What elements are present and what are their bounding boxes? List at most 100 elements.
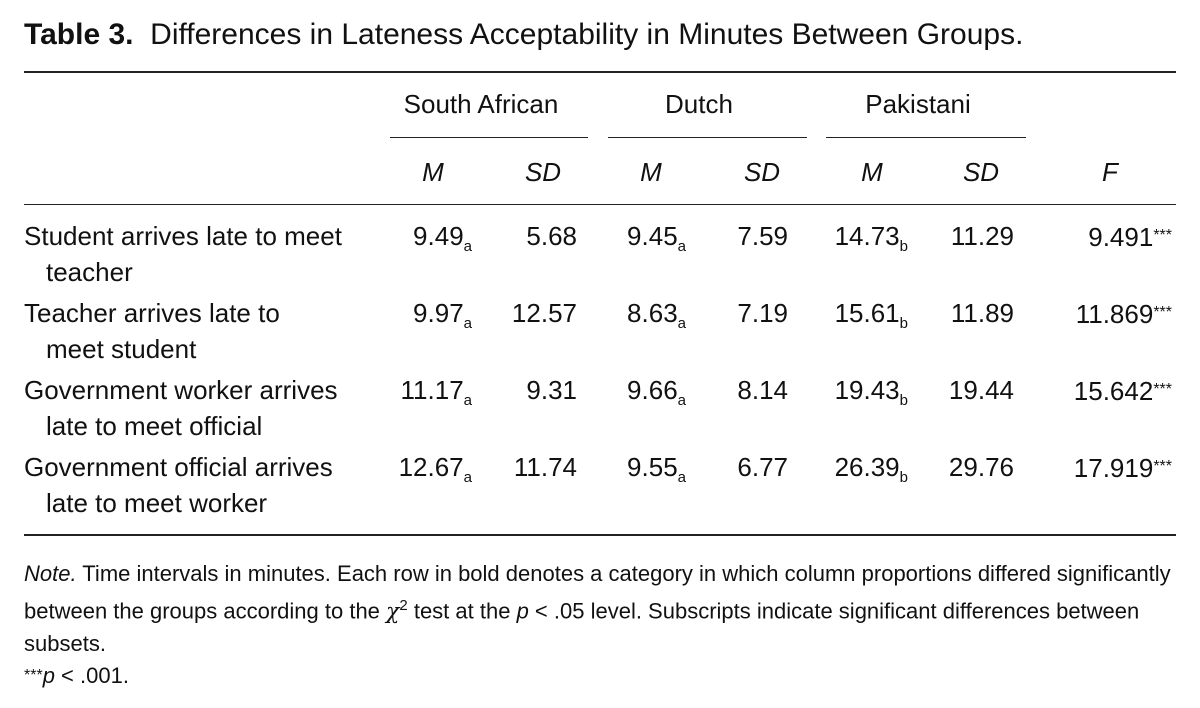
top-rule — [24, 71, 1176, 73]
table-cell: 8.63a — [627, 298, 686, 339]
table-cell: 9.491*** — [1088, 221, 1172, 252]
table-title: Differences in Lateness Acceptability in… — [150, 18, 1024, 51]
group-rule — [608, 137, 807, 138]
note-symbol: χ — [386, 599, 400, 625]
row-label: Student arrives late to meet — [24, 221, 342, 251]
cell-value: 15.642 — [1073, 376, 1154, 406]
cell-subscript: a — [463, 238, 472, 256]
table-caption: Table 3. Differences in Lateness Accepta… — [24, 18, 1023, 52]
row-label: late to meet official — [46, 411, 263, 441]
table-cell: 15.642*** — [1074, 375, 1172, 406]
footnote-text: < .001. — [54, 663, 129, 689]
cell-subscript: b — [899, 238, 908, 256]
table-cell: 11.89 — [951, 298, 1014, 328]
table-cell: 7.19 — [737, 298, 788, 328]
cell-value: 26.39 — [834, 452, 900, 482]
cell-value: 9.66 — [627, 375, 678, 405]
table-cell: 14.73b — [835, 221, 908, 262]
table-note: Note. Time intervals in minutes. Each ro… — [24, 558, 1184, 692]
table-cell: 17.919*** — [1074, 452, 1172, 483]
cell-value: 9.31 — [526, 375, 577, 405]
cell-value: 11.17 — [400, 375, 464, 405]
cell-subscript: a — [463, 392, 472, 410]
row-label: teacher — [46, 257, 133, 287]
cell-significance: *** — [1153, 381, 1172, 398]
table-cell: 19.43b — [835, 375, 908, 416]
cell-subscript: b — [899, 469, 908, 487]
table-cell: 12.57 — [512, 298, 577, 328]
cell-value: 19.44 — [948, 375, 1014, 405]
cell-value: 9.491 — [1088, 222, 1154, 252]
cell-subscript: a — [463, 315, 472, 333]
bottom-rule — [24, 534, 1176, 536]
cell-value: 9.97 — [413, 298, 464, 328]
table-cell: 9.45a — [627, 221, 686, 262]
column-header: SD — [524, 157, 562, 187]
table-cell: 9.66a — [627, 375, 686, 416]
cell-subscript: a — [463, 469, 472, 487]
cell-value: 15.61 — [834, 298, 900, 328]
note-text: test at the — [407, 598, 517, 624]
cell-value: 11.869 — [1075, 299, 1154, 329]
cell-value: 8.14 — [737, 375, 788, 405]
table-cell: 12.67a — [399, 452, 472, 493]
cell-subscript: a — [677, 238, 686, 256]
cell-value: 12.57 — [511, 298, 577, 328]
cell-value: 9.45 — [627, 221, 678, 251]
column-header: M — [861, 157, 883, 187]
note-italic: p — [516, 598, 529, 624]
column-header: SD — [743, 157, 781, 187]
cell-value: 9.55 — [627, 452, 678, 482]
note-label: Note. — [24, 561, 77, 586]
cell-value: 7.59 — [737, 221, 788, 251]
cell-value: 12.67 — [398, 452, 464, 482]
cell-value: 11.74 — [513, 452, 577, 482]
footnote-marker: *** — [24, 667, 43, 685]
table-cell: 8.14 — [737, 375, 788, 405]
cell-significance: *** — [1153, 227, 1172, 244]
header-rule — [24, 204, 1176, 205]
cell-value: 14.73 — [834, 221, 900, 251]
group-rule — [390, 137, 588, 138]
column-header: F — [1102, 157, 1118, 187]
group-header: Pakistani — [865, 89, 971, 119]
note-text: Time intervals in minutes. Each row in b… — [24, 561, 1171, 624]
cell-value: 5.68 — [526, 221, 577, 251]
table-cell: 9.97a — [413, 298, 472, 339]
cell-value: 7.19 — [737, 298, 788, 328]
row-label: Government worker arrives — [24, 375, 338, 405]
cell-value: 19.43 — [834, 375, 900, 405]
cell-value: 11.29 — [950, 221, 1014, 251]
note-text: < .05 level. Subscripts indicate signifi… — [24, 598, 1140, 657]
cell-value: 17.919 — [1073, 453, 1154, 483]
cell-subscript: a — [677, 315, 686, 333]
cell-value: 8.63 — [627, 298, 678, 328]
column-header: M — [640, 157, 662, 187]
cell-value: 11.89 — [950, 298, 1014, 328]
row-label: meet student — [46, 334, 197, 364]
table-cell: 15.61b — [835, 298, 908, 339]
column-header: M — [422, 157, 444, 187]
table-label: Table 3. — [24, 18, 134, 51]
column-header: SD — [962, 157, 1000, 187]
group-header: Dutch — [665, 89, 733, 119]
table-cell: 11.29 — [951, 221, 1014, 251]
table-cell: 9.31 — [526, 375, 577, 405]
table-cell: 9.49a — [413, 221, 472, 262]
group-rule — [826, 137, 1026, 138]
note-superscript: 2 — [399, 597, 408, 614]
table-cell: 9.55a — [627, 452, 686, 493]
cell-subscript: a — [677, 469, 686, 487]
cell-significance: *** — [1153, 304, 1172, 321]
cell-value: 9.49 — [413, 221, 464, 251]
cell-subscript: b — [899, 392, 908, 410]
footnote-italic: p — [42, 663, 55, 689]
table-cell: 29.76 — [949, 452, 1014, 482]
table-cell: 19.44 — [949, 375, 1014, 405]
row-label: late to meet worker — [46, 488, 268, 518]
table-cell: 11.74 — [514, 452, 577, 482]
cell-subscript: b — [899, 315, 908, 333]
cell-value: 6.77 — [737, 452, 788, 482]
cell-subscript: a — [677, 392, 686, 410]
